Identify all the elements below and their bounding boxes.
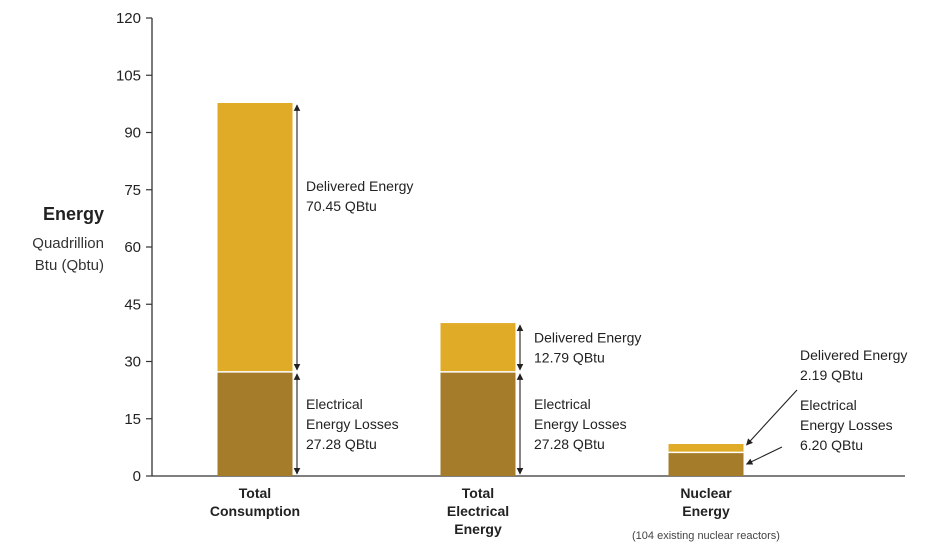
y-tick-label: 30 xyxy=(124,354,141,371)
y-tick-label: 120 xyxy=(116,10,141,27)
category-labels: Total Consumption Total Electrical Energy Nuc… xyxy=(210,485,780,542)
bar-delivered xyxy=(440,323,516,372)
annotation-delivered-label: Delivered Energy 12.79 QBtu xyxy=(534,329,641,365)
annotation-losses-label: Electrical Energy Losses 6.20 QBtu xyxy=(800,397,893,453)
annotation-losses-label: Electrical Energy Losses 27.28 QBtu xyxy=(306,396,399,452)
y-tick-label: 60 xyxy=(124,239,141,256)
category-label: Total Consumption xyxy=(210,485,300,519)
category-note: (104 existing nuclear reactors) xyxy=(632,530,780,542)
y-tick-label: 90 xyxy=(124,125,141,142)
annotations: Delivered Energy 70.45 QBtu Electrical Ener… xyxy=(293,104,907,475)
y-tick-label: 0 xyxy=(133,468,141,485)
annotation-losses-label: Electrical Energy Losses 27.28 QBtu xyxy=(534,396,627,452)
bar-losses xyxy=(217,371,293,476)
bar-losses xyxy=(440,371,516,476)
y-axis-label: Energy Quadrillion Btu (Qbtu) xyxy=(32,204,104,274)
annotation-delivered-label: Delivered Energy 70.45 QBtu xyxy=(306,178,413,214)
y-tick-label: 105 xyxy=(116,67,141,84)
bar-delivered xyxy=(668,443,744,453)
bars xyxy=(217,102,744,476)
annotation-delivered-label: Delivered Energy 2.19 QBtu xyxy=(800,347,907,383)
y-tick-label: 45 xyxy=(124,296,141,313)
y-axis-title: Energy xyxy=(43,204,104,224)
pointer-arrow-losses xyxy=(745,446,783,465)
y-axis-subtitle: Quadrillion Btu (Qbtu) xyxy=(32,235,104,274)
category-label: Nuclear Energy xyxy=(680,485,732,519)
pointer-arrow-delivered xyxy=(746,389,798,446)
y-tick-label: 15 xyxy=(124,411,141,428)
bar-losses xyxy=(668,452,744,476)
y-tick-label: 75 xyxy=(124,182,141,199)
bar-delivered xyxy=(217,102,293,372)
category-label: Total Electrical Energy xyxy=(447,485,509,537)
